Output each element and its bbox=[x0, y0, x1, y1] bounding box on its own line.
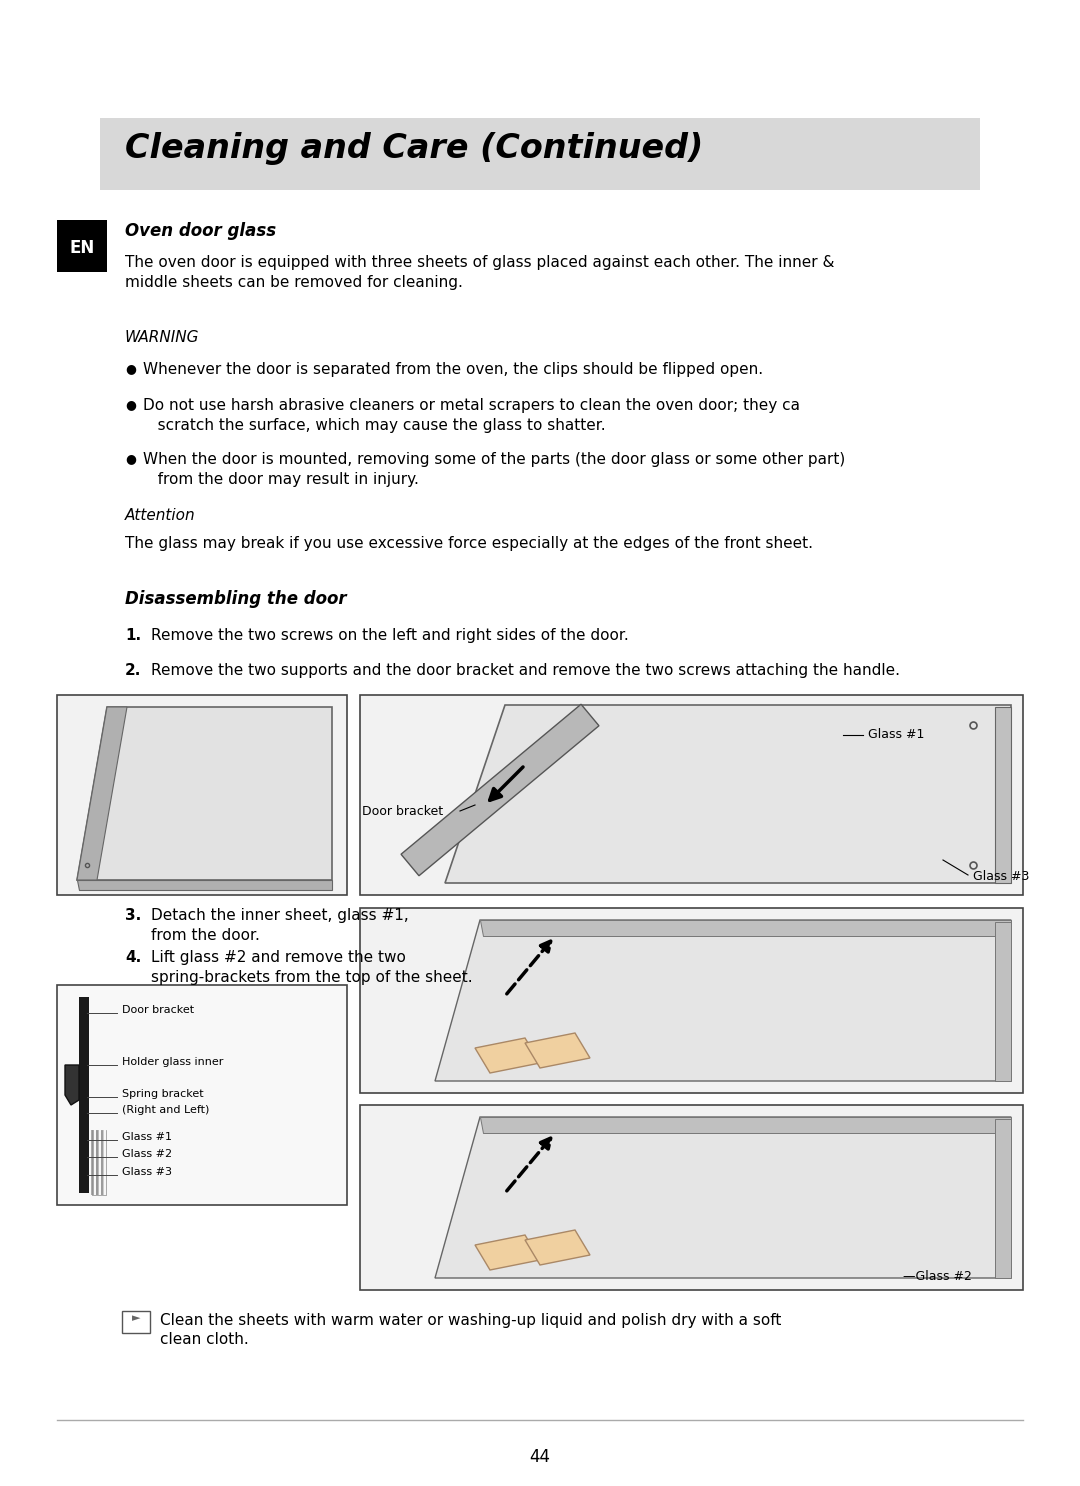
Text: scratch the surface, which may cause the glass to shatter.: scratch the surface, which may cause the… bbox=[143, 418, 606, 432]
Text: (Right and Left): (Right and Left) bbox=[122, 1106, 210, 1114]
Polygon shape bbox=[995, 1119, 1011, 1278]
Text: Glass #1: Glass #1 bbox=[868, 728, 924, 742]
Text: The oven door is equipped with three sheets of glass placed against each other. : The oven door is equipped with three she… bbox=[125, 256, 835, 270]
Text: 44: 44 bbox=[529, 1447, 551, 1467]
Polygon shape bbox=[475, 1039, 540, 1073]
Polygon shape bbox=[480, 920, 1011, 936]
Text: Cleaning and Care (Continued): Cleaning and Care (Continued) bbox=[125, 132, 703, 165]
Text: Holder glass inner: Holder glass inner bbox=[122, 1057, 224, 1067]
Polygon shape bbox=[77, 707, 127, 880]
Text: Lift glass #2 and remove the two: Lift glass #2 and remove the two bbox=[151, 950, 406, 964]
Text: Attention: Attention bbox=[125, 508, 195, 523]
Polygon shape bbox=[77, 880, 332, 890]
Polygon shape bbox=[475, 1235, 540, 1271]
Text: Spring bracket: Spring bracket bbox=[122, 1089, 204, 1100]
FancyBboxPatch shape bbox=[360, 1106, 1023, 1290]
Polygon shape bbox=[525, 1033, 590, 1068]
Text: Glass #1: Glass #1 bbox=[122, 1132, 172, 1143]
Text: middle sheets can be removed for cleaning.: middle sheets can be removed for cleanin… bbox=[125, 275, 463, 290]
Text: Remove the two supports and the door bracket and remove the two screws attaching: Remove the two supports and the door bra… bbox=[151, 663, 900, 678]
Text: Glass #3: Glass #3 bbox=[122, 1167, 172, 1177]
FancyBboxPatch shape bbox=[57, 985, 347, 1205]
Text: EN: EN bbox=[69, 239, 95, 257]
Text: 1.: 1. bbox=[125, 629, 141, 643]
Polygon shape bbox=[77, 707, 332, 880]
FancyBboxPatch shape bbox=[100, 117, 980, 190]
Text: Glass #2: Glass #2 bbox=[122, 1149, 172, 1159]
Text: Do not use harsh abrasive cleaners or metal scrapers to clean the oven door; the: Do not use harsh abrasive cleaners or me… bbox=[143, 398, 800, 413]
Text: ●: ● bbox=[125, 363, 136, 374]
Text: When the door is mounted, removing some of the parts (the door glass or some oth: When the door is mounted, removing some … bbox=[143, 452, 846, 467]
Text: clean cloth.: clean cloth. bbox=[160, 1331, 248, 1346]
Text: from the door.: from the door. bbox=[151, 927, 260, 944]
Text: Door bracket: Door bracket bbox=[362, 805, 443, 817]
FancyBboxPatch shape bbox=[96, 1129, 99, 1195]
Text: Disassembling the door: Disassembling the door bbox=[125, 590, 347, 608]
Text: 2.: 2. bbox=[125, 663, 141, 678]
Text: ►: ► bbox=[132, 1314, 140, 1323]
Polygon shape bbox=[401, 704, 599, 875]
Text: —Glass #2: —Glass #2 bbox=[903, 1271, 972, 1282]
FancyBboxPatch shape bbox=[360, 695, 1023, 895]
Text: ●: ● bbox=[125, 452, 136, 465]
Text: 3.: 3. bbox=[125, 908, 141, 923]
FancyBboxPatch shape bbox=[91, 1129, 94, 1195]
FancyBboxPatch shape bbox=[57, 695, 347, 895]
Text: Door bracket: Door bracket bbox=[122, 1005, 194, 1015]
Text: Oven door glass: Oven door glass bbox=[125, 221, 276, 241]
Text: Whenever the door is separated from the oven, the clips should be flipped open.: Whenever the door is separated from the … bbox=[143, 363, 764, 377]
Polygon shape bbox=[525, 1230, 590, 1265]
Polygon shape bbox=[995, 707, 1011, 883]
FancyBboxPatch shape bbox=[360, 908, 1023, 1094]
FancyBboxPatch shape bbox=[122, 1311, 150, 1333]
Text: Clean the sheets with warm water or washing-up liquid and polish dry with a soft: Clean the sheets with warm water or wash… bbox=[160, 1314, 781, 1328]
Polygon shape bbox=[65, 1065, 79, 1106]
Polygon shape bbox=[995, 921, 1011, 1080]
Polygon shape bbox=[435, 1117, 1011, 1278]
Text: Glass #3: Glass #3 bbox=[973, 869, 1029, 883]
FancyBboxPatch shape bbox=[79, 997, 89, 1193]
Polygon shape bbox=[435, 920, 1011, 1080]
Text: The glass may break if you use excessive force especially at the edges of the fr: The glass may break if you use excessive… bbox=[125, 536, 813, 551]
Polygon shape bbox=[480, 1117, 1011, 1132]
Text: Detach the inner sheet, glass #1,: Detach the inner sheet, glass #1, bbox=[151, 908, 408, 923]
Text: WARNING: WARNING bbox=[125, 330, 200, 345]
Polygon shape bbox=[445, 704, 1011, 883]
FancyBboxPatch shape bbox=[57, 220, 107, 272]
Text: Remove the two screws on the left and right sides of the door.: Remove the two screws on the left and ri… bbox=[151, 629, 629, 643]
Text: ●: ● bbox=[125, 398, 136, 412]
FancyBboxPatch shape bbox=[102, 1129, 104, 1195]
Text: spring-brackets from the top of the sheet.: spring-brackets from the top of the shee… bbox=[151, 970, 473, 985]
Text: 4.: 4. bbox=[125, 950, 141, 964]
Text: from the door may result in injury.: from the door may result in injury. bbox=[143, 473, 419, 487]
